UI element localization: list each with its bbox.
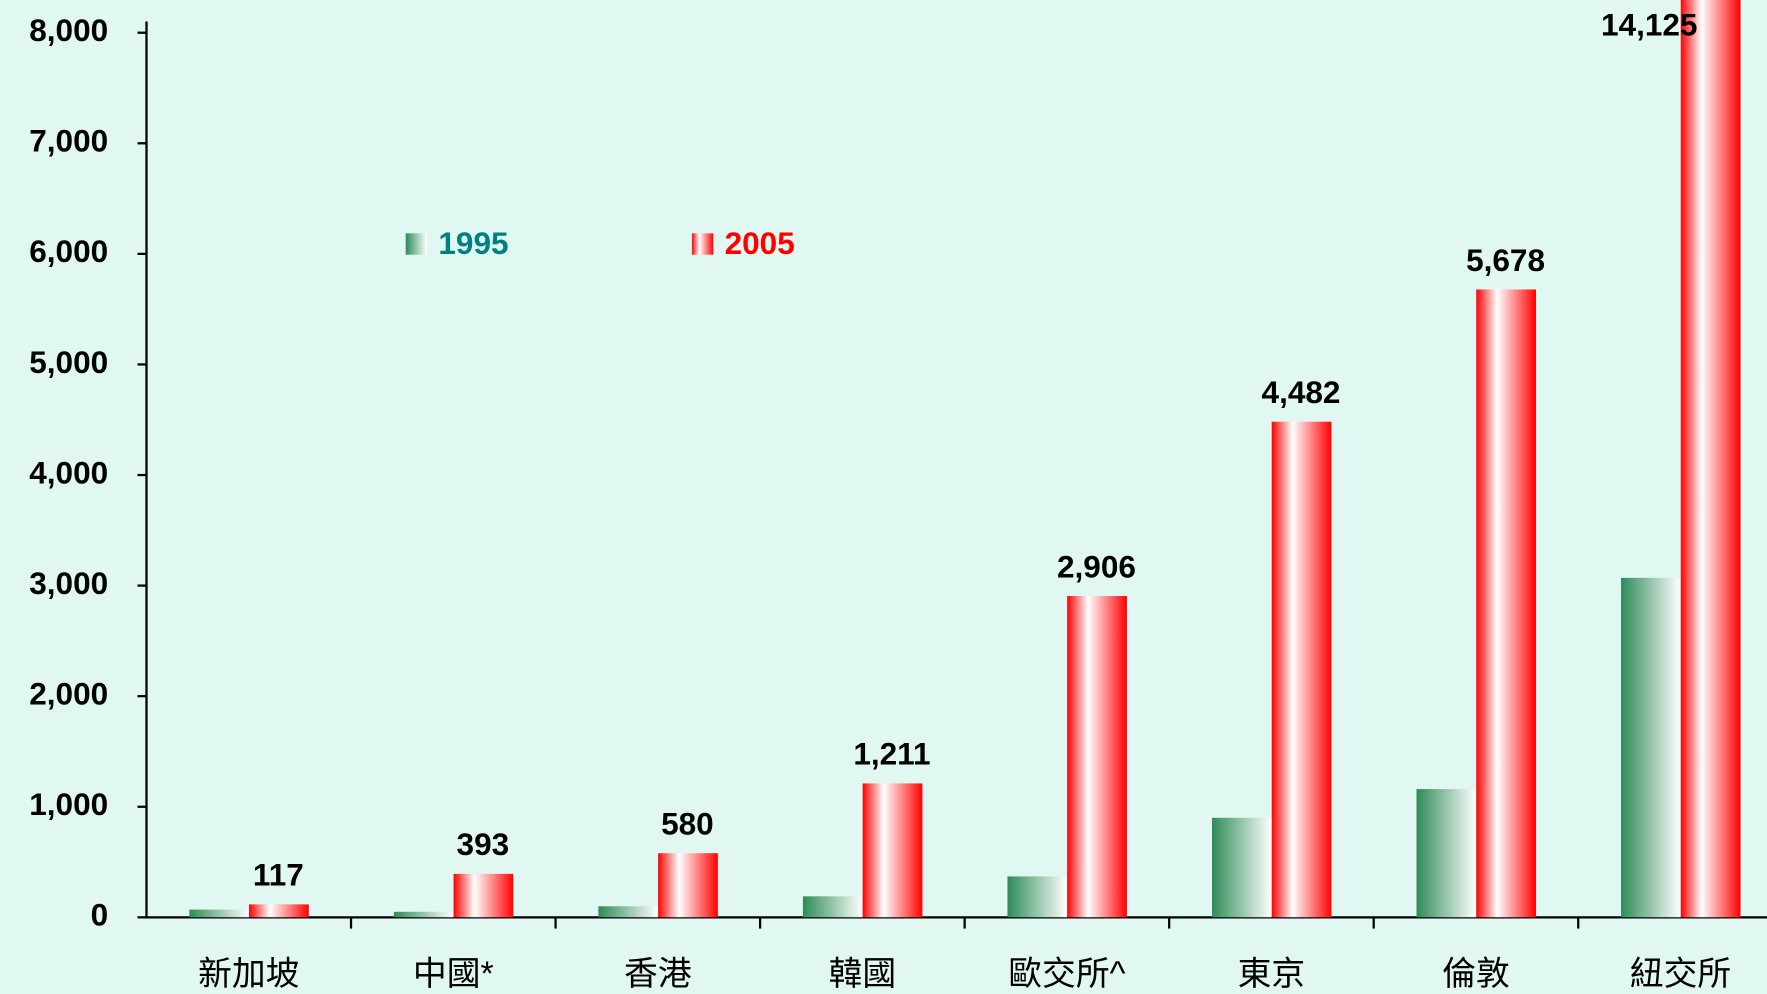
bar bbox=[1416, 789, 1477, 918]
x-tick-label: 香港 bbox=[624, 955, 692, 993]
data-label: 5,678 bbox=[1466, 242, 1545, 278]
y-tick-label: 3,000 bbox=[29, 565, 108, 601]
x-tick-label: 歐交所^ bbox=[1008, 955, 1125, 993]
bars bbox=[189, 0, 1741, 918]
bar bbox=[453, 873, 514, 918]
x-tick-label: 韓國 bbox=[829, 955, 897, 993]
bar bbox=[862, 783, 923, 918]
x-tick-label: 中國* bbox=[413, 955, 494, 993]
y-tick-label: 7,000 bbox=[29, 123, 108, 159]
data-label: 117 bbox=[253, 857, 304, 893]
bar bbox=[1476, 289, 1536, 918]
data-label: 580 bbox=[661, 805, 714, 841]
data-label: 1,211 bbox=[853, 736, 930, 772]
bar bbox=[802, 896, 863, 918]
data-label: 14,125 bbox=[1601, 6, 1698, 42]
bar bbox=[1211, 817, 1272, 918]
bar bbox=[189, 909, 250, 918]
bar bbox=[1680, 0, 1741, 918]
legend-swatch bbox=[405, 233, 428, 255]
y-tick-label: 1,000 bbox=[29, 786, 108, 822]
legend-label: 1995 bbox=[438, 225, 508, 261]
y-tick-label: 6,000 bbox=[29, 233, 108, 269]
y-tick-label: 8,000 bbox=[29, 12, 108, 48]
x-tick-label: 新加坡 bbox=[198, 955, 299, 993]
y-tick-label: 0 bbox=[91, 897, 109, 933]
bar bbox=[1271, 421, 1332, 918]
x-tick-label: 倫敦 bbox=[1442, 955, 1510, 993]
bar bbox=[393, 911, 454, 918]
legend-swatch bbox=[691, 233, 714, 255]
bar bbox=[1007, 876, 1068, 918]
x-tick-label: 紐交所 bbox=[1630, 955, 1731, 993]
bar bbox=[249, 904, 309, 918]
data-label: 4,482 bbox=[1262, 374, 1341, 410]
y-tick-label: 4,000 bbox=[29, 454, 108, 490]
data-label: 2,906 bbox=[1057, 548, 1136, 584]
bar bbox=[658, 853, 718, 918]
y-tick-label: 5,000 bbox=[29, 344, 108, 380]
bar bbox=[598, 906, 659, 918]
legend-label: 2005 bbox=[725, 225, 795, 261]
data-label: 393 bbox=[457, 826, 510, 862]
bar bbox=[1067, 595, 1127, 918]
y-tick-label: 2,000 bbox=[29, 676, 108, 712]
x-tick-label: 東京 bbox=[1238, 955, 1306, 993]
bar bbox=[1621, 577, 1681, 918]
